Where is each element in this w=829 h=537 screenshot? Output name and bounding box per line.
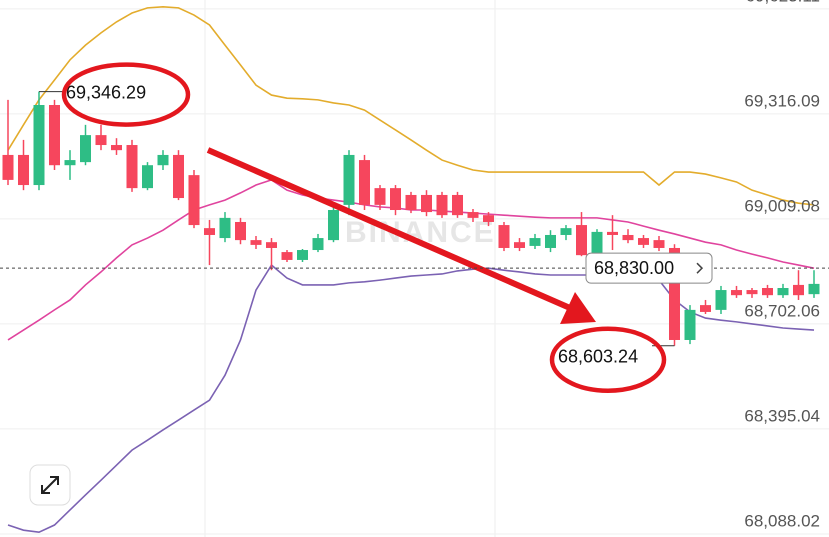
candle-body (731, 290, 742, 296)
candle-body (483, 215, 494, 222)
candle-body (669, 247, 680, 340)
candle-body (560, 228, 572, 235)
y-tick-label: 69,009.08 (744, 196, 820, 215)
candle-body (95, 135, 107, 146)
candle-body (64, 160, 76, 166)
candle-body (622, 234, 634, 241)
candle-body (777, 287, 789, 296)
highlight-ellipse (61, 62, 191, 127)
candle-body (312, 238, 324, 251)
candle-body (405, 194, 417, 211)
band-line (7, 6, 815, 206)
candle-body (328, 210, 339, 241)
overlay: 68,830.00 69,346.29 68,603.24 (0, 62, 829, 393)
candle-body (793, 284, 804, 296)
expand-icon (41, 476, 59, 494)
chevron (696, 262, 704, 274)
candle-body (498, 225, 510, 248)
y-tick-label: 68,088.02 (744, 511, 820, 530)
candle-body (235, 221, 246, 241)
y-tick-label: 69,623.11 (746, 0, 820, 5)
candle-body (436, 194, 448, 216)
candle-body (281, 252, 293, 260)
candle-body (188, 175, 200, 226)
candle-body (746, 290, 758, 295)
candle-body (467, 212, 479, 218)
expand-button[interactable] (29, 464, 71, 506)
candle-body (204, 228, 215, 235)
candle-body (638, 238, 649, 245)
y-tick-label: 68,702.06 (744, 301, 820, 320)
candle-body (390, 188, 401, 211)
candle-body (219, 217, 231, 239)
candle-body (700, 305, 711, 312)
annotation-label: 68,603.24 (558, 346, 638, 366)
candle-body (421, 194, 432, 213)
candle-body (111, 145, 122, 151)
y-axis: 68,088.02 68,395.04 68,702.06 69,009.08 69,3… (744, 0, 820, 530)
candle-body (343, 154, 355, 205)
candle-body (266, 242, 277, 248)
candle-body (297, 250, 308, 260)
trend-arrow (206, 147, 596, 324)
candle-body (80, 135, 91, 163)
candle-body (359, 160, 370, 205)
candle-body (49, 105, 60, 166)
candle-body (126, 145, 138, 189)
y-tick-label: 68,395.04 (744, 406, 820, 425)
candle-body (576, 225, 587, 256)
candle-body (715, 290, 727, 310)
arrow-head (560, 292, 596, 324)
candle-body (250, 240, 262, 245)
last-price-tag[interactable] (585, 252, 713, 284)
highlight-ellipse (549, 326, 667, 393)
candle-body (762, 287, 773, 296)
candle-body (808, 283, 820, 295)
annotation-label: 69,346.29 (66, 82, 146, 102)
candle-body (142, 165, 153, 189)
candle-body (514, 242, 525, 248)
candle-body (545, 234, 556, 248)
arrow-shaft (206, 147, 572, 311)
candle-body (607, 231, 618, 235)
grid (0, 8, 829, 535)
y-tick-label: 69,316.09 (744, 91, 820, 110)
candle-body (529, 238, 541, 246)
candle-body (374, 188, 386, 205)
candle-body (33, 105, 45, 186)
candle-body (173, 154, 184, 199)
last-price-label[interactable]: 68,830.00 (594, 258, 674, 278)
candle-body (653, 240, 665, 248)
candle-body (18, 154, 29, 186)
candle-body (591, 231, 603, 256)
candle-body (452, 194, 463, 216)
candle-body (157, 154, 169, 166)
candle-body (2, 154, 14, 180)
candle-body (684, 309, 696, 340)
